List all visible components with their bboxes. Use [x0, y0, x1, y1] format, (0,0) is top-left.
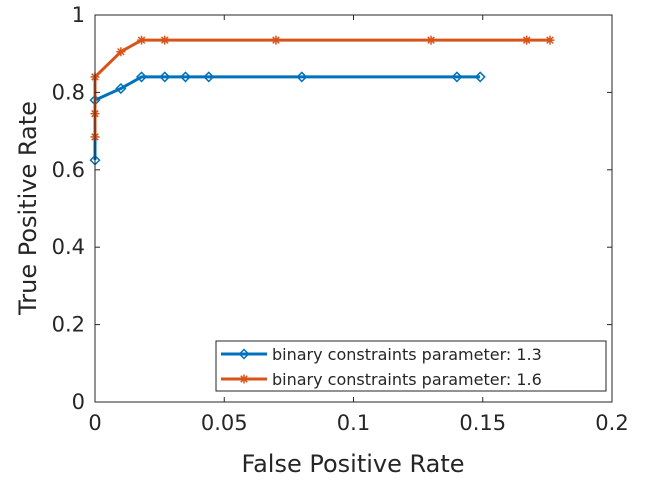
legend-box — [215, 340, 607, 392]
series-1-line — [93, 75, 481, 161]
series-1-point — [115, 82, 127, 95]
x-tick-label: 0.05 — [201, 411, 248, 435]
series-1-point — [179, 71, 192, 83]
series-1-point — [296, 71, 308, 83]
series-2-point — [137, 35, 147, 45]
series-1-point — [451, 71, 463, 83]
series-2-point — [271, 35, 281, 45]
x-tick-label: 0.1 — [337, 411, 370, 435]
series-1-point — [474, 71, 486, 83]
legend: binary constraints parameter: 1.3 binary … — [215, 340, 607, 392]
x-axis-label: False Positive Rate — [241, 450, 464, 478]
y-tick-label: 0.8 — [52, 80, 85, 104]
legend-entry-1: binary constraints parameter: 1.3 — [221, 345, 542, 364]
x-tick-label: 0.2 — [595, 411, 628, 435]
legend-entry-2: binary constraints parameter: 1.6 — [221, 370, 542, 389]
series-2 — [90, 35, 555, 142]
y-tick-label: 0.4 — [52, 235, 85, 259]
x-tick-label: 0.15 — [459, 411, 506, 435]
y-axis-label: True Positive Rate — [14, 101, 42, 316]
y-tick-label: 1 — [72, 3, 85, 27]
x-tick-label: 0 — [88, 411, 101, 435]
series-2-point — [160, 35, 170, 45]
series-1 — [89, 71, 486, 166]
series-2-point — [116, 47, 126, 57]
y-tick-label: 0.2 — [52, 313, 85, 337]
legend-marker — [239, 374, 249, 384]
y-tick-label: 0 — [72, 390, 85, 414]
series-2-point — [522, 35, 532, 45]
legend-label: binary constraints parameter: 1.3 — [272, 345, 542, 364]
series-2-point — [545, 35, 555, 45]
y-tick-label: 0.6 — [52, 158, 85, 182]
legend-label: binary constraints parameter: 1.6 — [272, 370, 542, 389]
series-2-line — [93, 38, 550, 137]
series-1-point — [159, 71, 171, 83]
series-2-point — [426, 35, 436, 45]
legend-marker — [238, 348, 250, 360]
series-1-point — [135, 71, 148, 83]
series-1-point — [203, 71, 215, 83]
